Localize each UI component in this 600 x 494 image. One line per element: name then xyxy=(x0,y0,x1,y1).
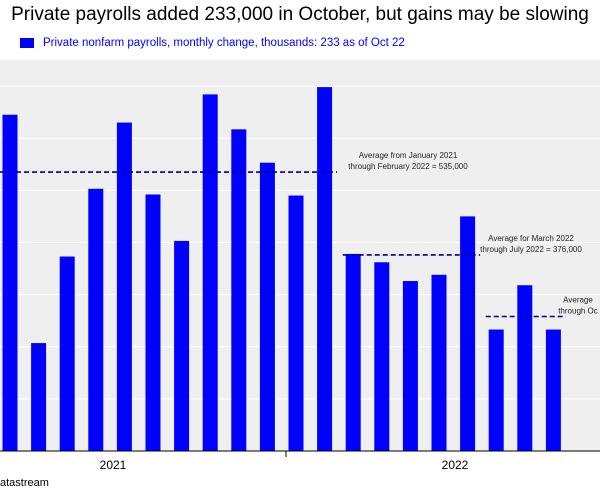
bar xyxy=(88,188,104,451)
bar xyxy=(116,122,132,451)
bar xyxy=(31,343,47,451)
bar xyxy=(402,281,418,451)
bar xyxy=(460,216,476,451)
bar xyxy=(431,274,447,451)
bar xyxy=(345,253,361,451)
bar xyxy=(145,194,161,451)
chart-title: Private payrolls added 233,000 in Octobe… xyxy=(11,4,589,25)
legend-swatch xyxy=(20,38,34,48)
source-note: atastream xyxy=(0,477,49,489)
bar xyxy=(259,162,275,451)
bar xyxy=(317,87,333,451)
average-annotation: through February 2022 = 535,000 xyxy=(348,162,468,171)
legend: Private nonfarm payrolls, monthly change… xyxy=(20,37,405,49)
bar xyxy=(517,285,533,451)
bar xyxy=(2,114,18,452)
average-lines: Average from January 2021 through Februar… xyxy=(0,151,598,318)
bar xyxy=(488,329,504,451)
x-tick-label: 2022 xyxy=(442,458,469,472)
bar xyxy=(231,129,247,451)
x-tick-labels: 2021 2022 xyxy=(100,458,469,472)
bar xyxy=(59,256,75,451)
x-tick-label: 2021 xyxy=(100,458,127,472)
average-annotation: Average for March 2022 xyxy=(488,234,574,243)
bar xyxy=(288,195,304,451)
bar xyxy=(202,94,218,452)
legend-label: Private nonfarm payrolls, monthly change… xyxy=(43,37,405,49)
average-annotation: through July 2022 = 376,000 xyxy=(480,245,582,254)
average-annotation: through Oc xyxy=(558,306,598,315)
bar xyxy=(374,262,390,451)
average-annotation: Average xyxy=(563,295,593,304)
bars xyxy=(2,87,561,452)
average-annotation: Average from January 2021 xyxy=(359,151,458,160)
bar xyxy=(174,240,190,451)
bar xyxy=(545,329,561,451)
